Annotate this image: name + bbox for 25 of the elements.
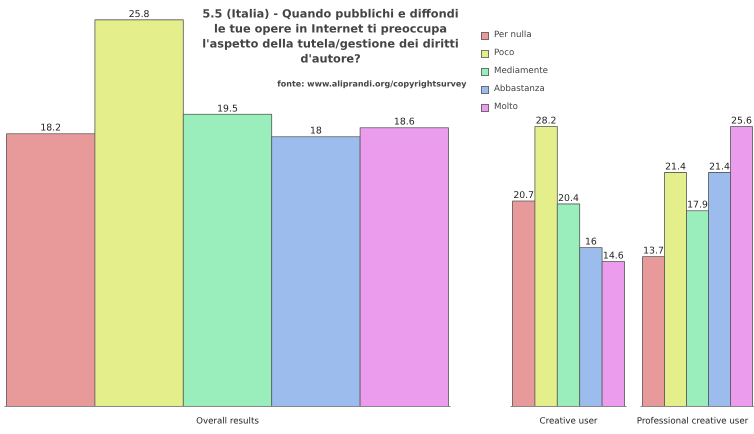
data-label: 21.4 bbox=[709, 161, 730, 172]
data-label: 25.6 bbox=[731, 116, 752, 126]
data-label: 14.6 bbox=[602, 250, 624, 262]
legend-label: Molto bbox=[494, 102, 518, 112]
data-label: 18 bbox=[310, 126, 322, 137]
data-label: 20.4 bbox=[558, 192, 579, 204]
x-axis-title: Creative user bbox=[540, 416, 598, 426]
data-label: 20.7 bbox=[513, 190, 534, 201]
data-label: 13.7 bbox=[643, 246, 664, 257]
data-label: 17.9 bbox=[687, 200, 708, 211]
x-axis-title: Overall results bbox=[196, 416, 260, 426]
data-label: 19.5 bbox=[217, 103, 238, 114]
legend-label: Mediamente bbox=[494, 66, 548, 76]
data-label: 18.2 bbox=[40, 122, 62, 134]
annotation: fonte: www.aliprandi.org/copyrightsurvey bbox=[277, 80, 468, 88]
data-label: 16 bbox=[584, 236, 597, 248]
legend-label: Per nulla bbox=[494, 30, 532, 40]
x-axis-title: Professional creative user bbox=[636, 416, 749, 426]
text: 5.5 (Italia) - Quando pubblichi e diffondi le tue opere in Internet ti preoccupa l'aspetto della tutela/gestione dei diritti d'autore? bbox=[202, 6, 459, 66]
data-label: 21.4 bbox=[665, 161, 686, 172]
legend-label: Abbastanza bbox=[494, 84, 545, 94]
data-label: 25.8 bbox=[128, 8, 150, 20]
data-label: 28.2 bbox=[536, 116, 556, 126]
data-label: 18.6 bbox=[394, 116, 415, 128]
legend-label: Poco bbox=[494, 48, 514, 58]
